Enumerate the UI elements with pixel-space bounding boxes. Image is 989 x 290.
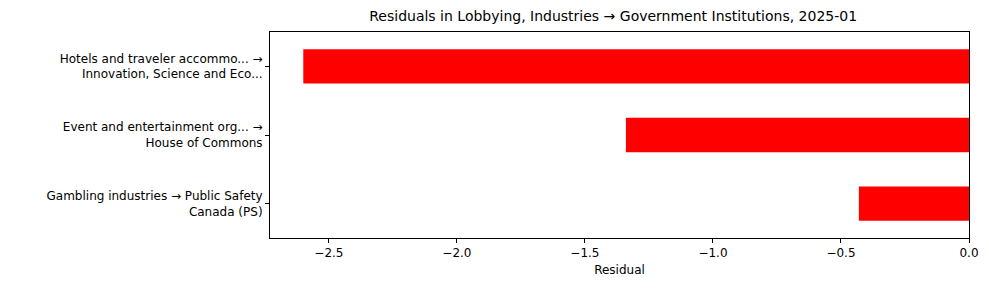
svg-text:−1.0: −1.0	[698, 246, 727, 260]
svg-text:−1.5: −1.5	[570, 246, 599, 260]
svg-text:0.0: 0.0	[959, 246, 978, 260]
svg-text:−2.5: −2.5	[314, 246, 343, 260]
svg-text:Residuals in Lobbying, Industr: Residuals in Lobbying, Industries → Gove…	[369, 8, 857, 24]
svg-text:Event and entertainment org...: Event and entertainment org... →House of…	[63, 120, 263, 150]
svg-text:Hotels and traveler accommo...: Hotels and traveler accommo... →Innovati…	[60, 52, 263, 82]
svg-text:−0.5: −0.5	[826, 246, 855, 260]
svg-text:Residual: Residual	[594, 263, 645, 277]
svg-text:−2.0: −2.0	[442, 246, 471, 260]
svg-text:Gambling industries → Public S: Gambling industries → Public SafetyCanad…	[47, 189, 263, 219]
